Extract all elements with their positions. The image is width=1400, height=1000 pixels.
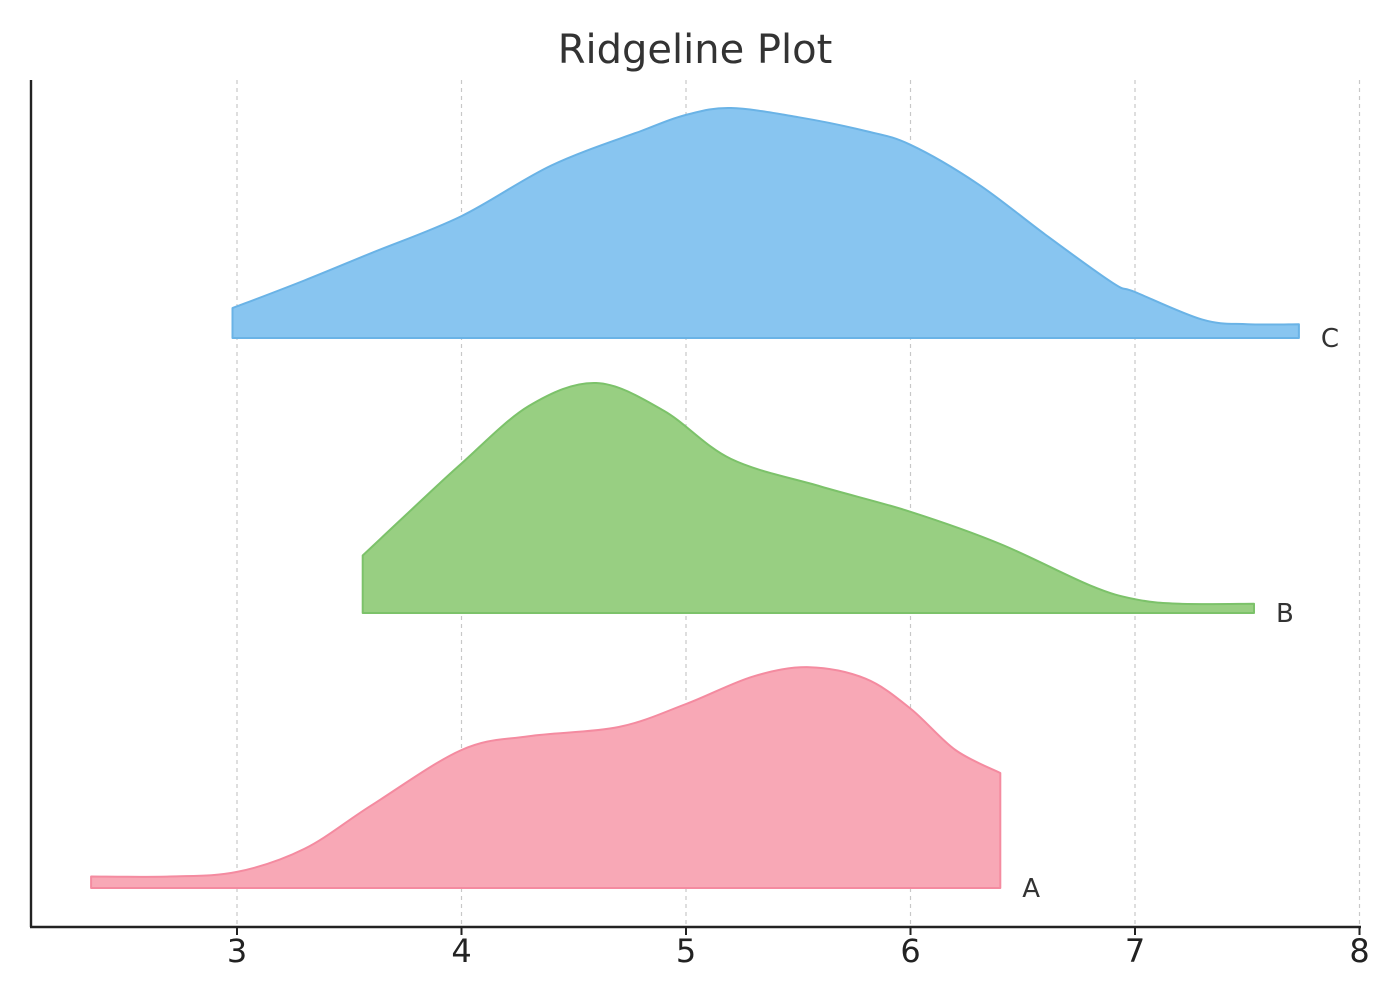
axes (29, 80, 1361, 929)
x-tick-label: 7 (1125, 932, 1145, 970)
ridge-area-a (90, 666, 1002, 889)
x-tick-label: 4 (451, 932, 471, 970)
x-tick-label: 5 (676, 932, 696, 970)
ridge-series: A B C (90, 106, 1339, 904)
x-axis-ticks: 3 4 5 6 7 8 (227, 927, 1370, 970)
x-tick-label: 3 (227, 932, 247, 970)
ridge-label-b: B (1276, 599, 1294, 629)
ridge-label-a: A (1022, 874, 1040, 904)
ridge-area-c (231, 106, 1300, 339)
x-tick-label: 8 (1349, 932, 1369, 970)
ridge-area-b (361, 381, 1255, 614)
chart-title: Ridgeline Plot (558, 27, 833, 73)
ridge-label-c: C (1321, 324, 1339, 354)
x-tick-label: 6 (900, 932, 920, 970)
